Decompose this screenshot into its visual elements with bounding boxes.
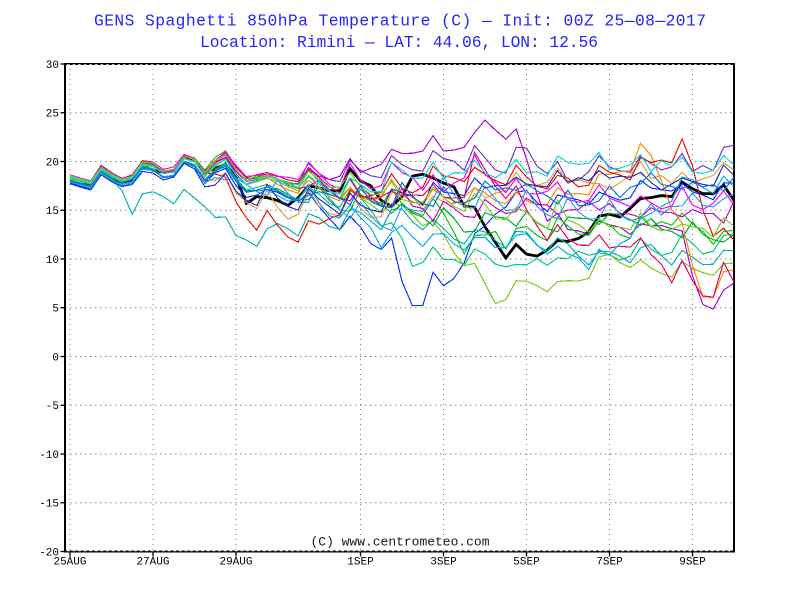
svg-text:5SEP: 5SEP <box>513 557 540 569</box>
svg-text:15: 15 <box>46 206 59 218</box>
svg-text:GENS Spaghetti 850hPa Temperat: GENS Spaghetti 850hPa Temperature (C) — … <box>94 12 706 31</box>
svg-text:25: 25 <box>46 109 59 121</box>
svg-text:7SEP: 7SEP <box>596 557 623 569</box>
svg-text:(C) www.centrometeo.com: (C) www.centrometeo.com <box>311 535 490 550</box>
svg-text:10: 10 <box>46 255 59 267</box>
svg-text:20: 20 <box>46 157 59 169</box>
svg-text:9SEP: 9SEP <box>679 557 706 569</box>
svg-text:-5: -5 <box>46 401 59 413</box>
svg-text:3SEP: 3SEP <box>430 557 457 569</box>
svg-text:1SEP: 1SEP <box>347 557 374 569</box>
svg-text:29AUG: 29AUG <box>219 557 252 569</box>
svg-text:25AUG: 25AUG <box>53 557 86 569</box>
svg-text:-15: -15 <box>39 499 59 511</box>
svg-text:5: 5 <box>52 304 59 316</box>
svg-text:30: 30 <box>46 60 59 72</box>
svg-text:-10: -10 <box>39 450 59 462</box>
svg-text:-20: -20 <box>39 547 59 559</box>
svg-text:Location: Rimini — LAT: 44.0: Location: Rimini — LAT: 44.06, LON: 12.5… <box>200 33 598 52</box>
svg-text:0: 0 <box>52 352 59 364</box>
svg-text:27AUG: 27AUG <box>136 557 169 569</box>
